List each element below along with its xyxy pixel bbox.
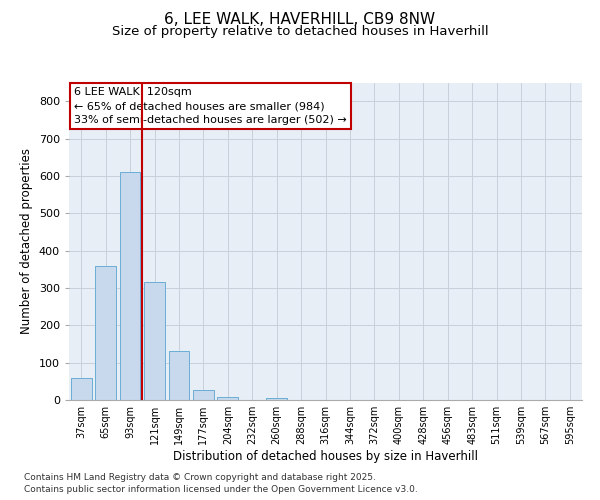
Text: 6, LEE WALK, HAVERHILL, CB9 8NW: 6, LEE WALK, HAVERHILL, CB9 8NW	[164, 12, 436, 28]
X-axis label: Distribution of detached houses by size in Haverhill: Distribution of detached houses by size …	[173, 450, 478, 463]
Bar	[169, 352, 190, 400]
Bar	[193, 390, 214, 400]
Text: 6 LEE WALK: 120sqm
← 65% of detached houses are smaller (984)
33% of semi-detach: 6 LEE WALK: 120sqm ← 65% of detached hou…	[74, 88, 347, 126]
Bar	[119, 172, 140, 400]
Text: Size of property relative to detached houses in Haverhill: Size of property relative to detached ho…	[112, 25, 488, 38]
Y-axis label: Number of detached properties: Number of detached properties	[20, 148, 33, 334]
Text: Contains HM Land Registry data © Crown copyright and database right 2025.: Contains HM Land Registry data © Crown c…	[24, 472, 376, 482]
Bar	[144, 282, 165, 400]
Bar	[266, 398, 287, 400]
Bar	[71, 378, 92, 400]
Bar	[95, 266, 116, 400]
Bar	[217, 398, 238, 400]
Text: Contains public sector information licensed under the Open Government Licence v3: Contains public sector information licen…	[24, 485, 418, 494]
